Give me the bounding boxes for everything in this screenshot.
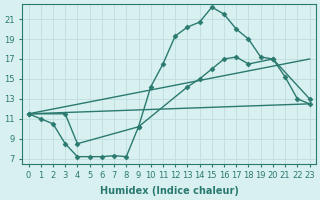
X-axis label: Humidex (Indice chaleur): Humidex (Indice chaleur)	[100, 186, 238, 196]
